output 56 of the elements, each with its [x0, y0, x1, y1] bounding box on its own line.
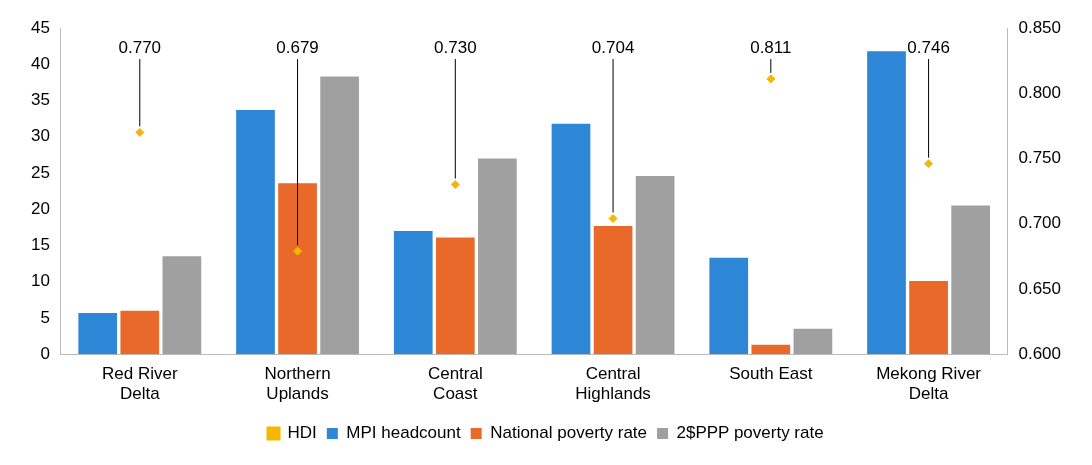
- bar: [867, 51, 906, 355]
- point: [924, 159, 934, 169]
- y2-tick-label: 0.700: [1018, 213, 1062, 233]
- legend-label: HDI: [287, 423, 317, 443]
- bar: [635, 175, 675, 355]
- legend-label: National poverty rate: [490, 423, 648, 443]
- data-label: 0.704: [591, 37, 635, 57]
- point: [608, 214, 618, 223]
- y-tick-label: 25: [30, 162, 50, 182]
- bar: [593, 225, 633, 355]
- x-tick-label: Central Highlands: [575, 364, 651, 404]
- y-tick-label: 35: [30, 90, 50, 110]
- x-tick-label: Northern Uplands: [264, 364, 331, 404]
- bar: [120, 310, 160, 355]
- bar: [793, 328, 833, 355]
- point: [293, 246, 303, 256]
- bar: [78, 312, 118, 355]
- bar: [236, 109, 275, 355]
- x-tick-label: South East: [729, 364, 813, 384]
- y-tick-label: 20: [30, 198, 50, 218]
- y-tick-label: 0: [40, 343, 50, 363]
- point: [450, 180, 460, 190]
- y-tick-label: 10: [30, 271, 50, 291]
- y-tick-label: 5: [40, 307, 50, 327]
- bar: [909, 280, 948, 355]
- y2-tick-label: 0.850: [1018, 17, 1062, 37]
- bar: [709, 257, 749, 355]
- legend-label: 2$PPP poverty rate: [676, 423, 824, 443]
- y-tick-label: 40: [30, 53, 50, 73]
- bar: [478, 158, 517, 355]
- bar: [278, 183, 317, 355]
- bar: [393, 230, 433, 355]
- bar: [435, 237, 475, 355]
- y2-tick-label: 0.650: [1018, 278, 1062, 298]
- y-tick-label: 45: [30, 17, 50, 37]
- bar: [551, 123, 591, 355]
- data-label: 0.746: [907, 37, 950, 57]
- bar: [162, 256, 202, 355]
- bar: [951, 205, 990, 355]
- bar: [751, 344, 791, 355]
- y2-tick-label: 0.750: [1018, 148, 1062, 168]
- data-label: 0.730: [434, 37, 477, 57]
- y2-tick-label: 0.600: [1018, 343, 1062, 363]
- data-label: 0.679: [276, 37, 319, 57]
- x-tick-label: Mekong River Delta: [876, 364, 982, 404]
- x-tick-label: Red River Delta: [101, 364, 178, 404]
- data-label: 0.811: [750, 37, 792, 57]
- legend-label: MPI headcount: [346, 423, 461, 443]
- data-label: 0.770: [118, 37, 162, 57]
- x-tick-label: Central Coast: [427, 364, 483, 404]
- point: [766, 74, 776, 84]
- point: [135, 127, 145, 137]
- y-tick-label: 15: [30, 235, 50, 255]
- bar: [320, 76, 359, 355]
- y2-tick-label: 0.800: [1018, 82, 1062, 102]
- y-tick-label: 30: [30, 126, 50, 146]
